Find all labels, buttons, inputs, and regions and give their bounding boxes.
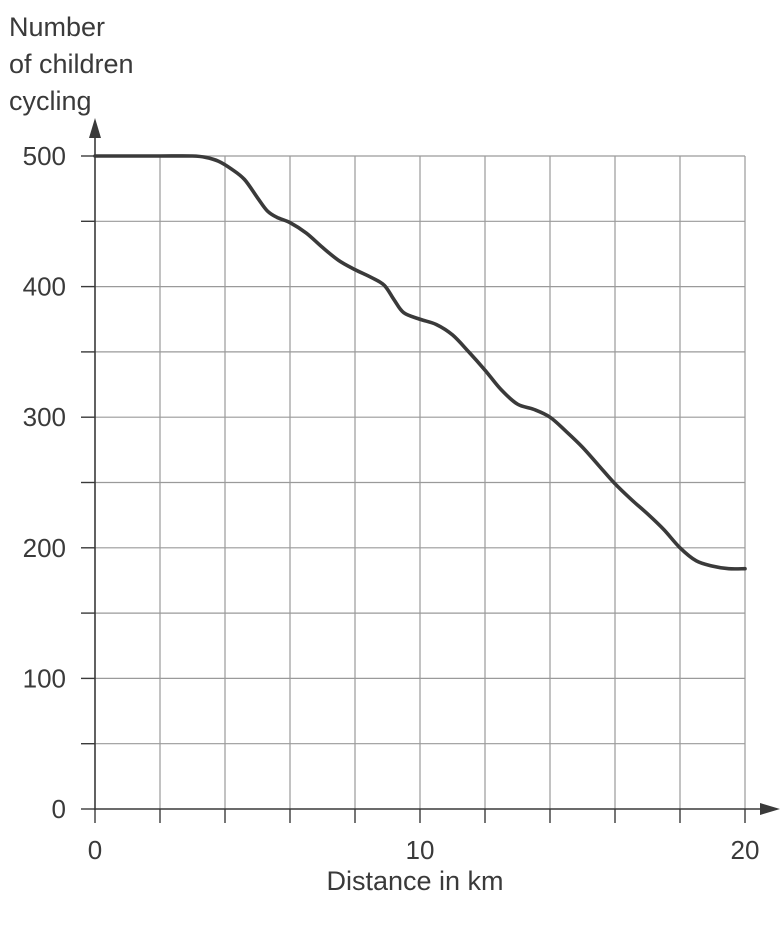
x-tick-label: 0 — [88, 835, 102, 865]
x-axis-arrow-icon — [760, 803, 780, 815]
y-axis-label-line: of children — [9, 49, 134, 79]
series — [93, 154, 747, 571]
y-tick-label: 100 — [23, 663, 66, 693]
y-axis-arrow-icon — [89, 118, 101, 138]
y-tick-label: 400 — [23, 272, 66, 302]
y-axis-label: Number of children cycling — [9, 12, 134, 116]
grid — [95, 155, 746, 809]
y-axis-label-line: Number — [9, 12, 105, 42]
x-axis-label: Distance in km — [326, 866, 503, 896]
y-tick-label: 300 — [23, 402, 66, 432]
axes — [89, 118, 780, 815]
series-line — [93, 154, 747, 571]
y-tick-label: 200 — [23, 533, 66, 563]
tick-marks — [81, 155, 746, 823]
x-tick-label: 10 — [406, 835, 435, 865]
y-tick-label: 500 — [23, 141, 66, 171]
y-tick-label: 0 — [52, 794, 66, 824]
y-axis-label-line: cycling — [9, 86, 92, 116]
x-tick-label: 20 — [731, 835, 760, 865]
